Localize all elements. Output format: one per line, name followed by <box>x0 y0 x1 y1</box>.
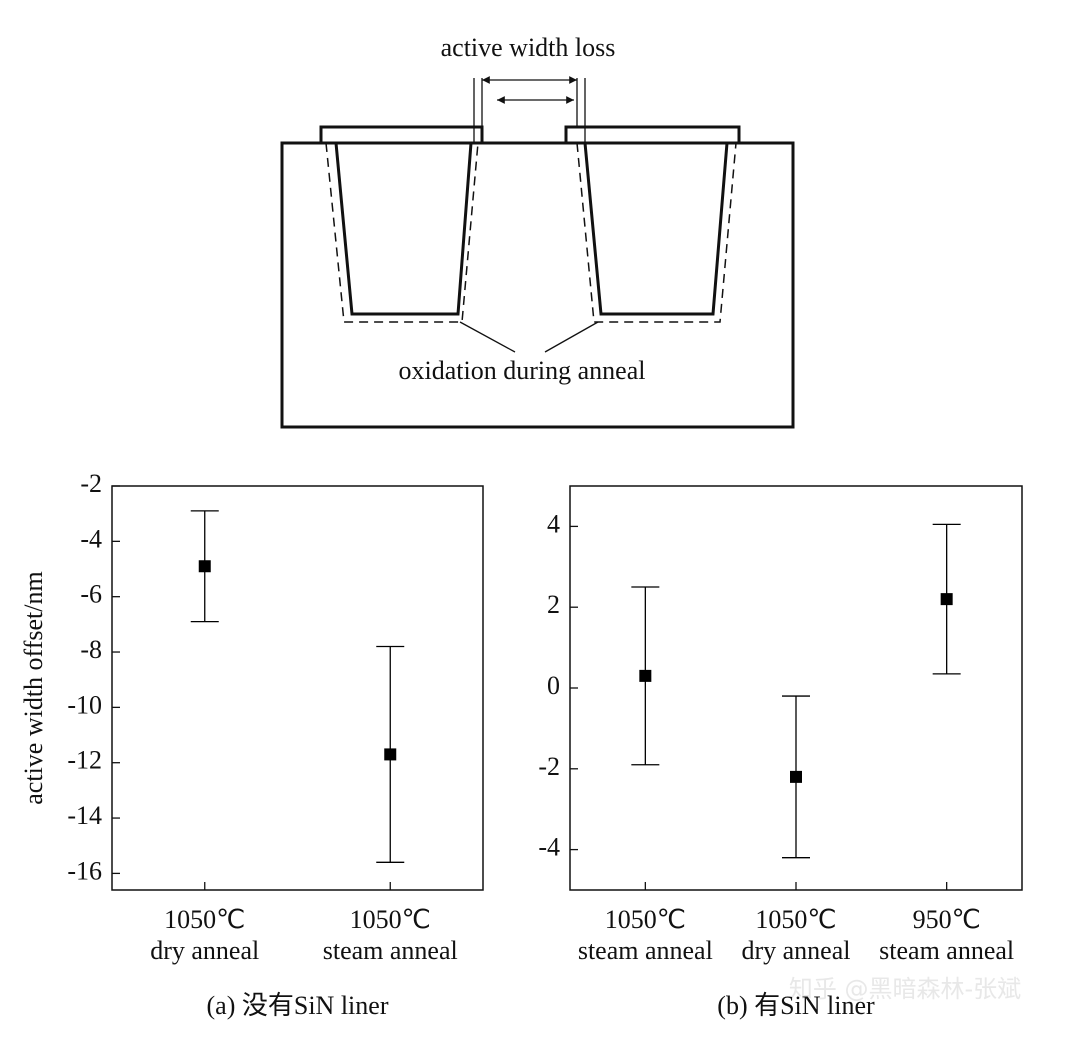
caption: (b) 有SiN liner <box>717 991 875 1020</box>
y-tick-label: -2 <box>538 752 560 781</box>
marker <box>639 669 652 682</box>
x-tick-label: 950℃ <box>913 905 981 934</box>
x-tick-label: 1050℃ <box>755 905 836 934</box>
plot-frame <box>111 485 484 891</box>
x-tick-label: dry anneal <box>150 936 259 965</box>
x-tick-label: steam anneal <box>578 936 713 965</box>
marker <box>940 593 953 606</box>
trench-outline <box>334 141 729 316</box>
pad-right <box>564 125 741 143</box>
diagram-label: active width loss <box>441 33 616 62</box>
y-tick-label: -14 <box>67 801 102 830</box>
y-tick-label: -4 <box>80 524 102 553</box>
marker <box>790 770 802 783</box>
pointer <box>544 321 599 353</box>
pointer <box>459 321 516 353</box>
diagram-label: oxidation during anneal <box>399 356 646 385</box>
trench-diagram: active width loss oxidation during annea… <box>280 33 795 429</box>
x-tick-label: 1050℃ <box>350 905 431 934</box>
y-tick-label: 0 <box>547 671 560 700</box>
y-tick-label: 4 <box>547 509 560 538</box>
y-tick-label: -12 <box>67 746 102 775</box>
x-tick-label: dry anneal <box>741 936 850 965</box>
pad-left <box>319 125 484 143</box>
x-tick-label: 1050℃ <box>164 905 245 934</box>
x-tick-label: steam anneal <box>323 936 458 965</box>
marker <box>384 748 397 761</box>
y-tick-label: -16 <box>67 856 102 885</box>
y-tick-label: 2 <box>547 590 560 619</box>
caption: (a) 没有SiN liner <box>207 991 389 1020</box>
y-tick-label: -2 <box>80 469 102 498</box>
y-tick-label: -4 <box>538 833 560 862</box>
y-tick-label: -8 <box>80 635 102 664</box>
watermark: 知乎 @黑暗森林-张斌 <box>789 975 1021 1003</box>
x-tick-label: steam anneal <box>879 936 1014 965</box>
marker <box>198 560 211 573</box>
y-tick-label: -6 <box>80 580 102 609</box>
y-tick-label: -10 <box>67 690 102 719</box>
y-axis-label: active width offset/nm <box>19 571 48 804</box>
x-tick-label: 1050℃ <box>605 905 686 934</box>
oxidized-trench-right <box>576 142 737 323</box>
